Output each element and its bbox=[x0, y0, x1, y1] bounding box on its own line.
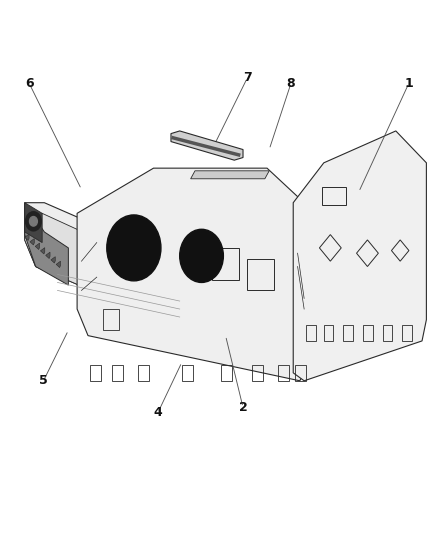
Polygon shape bbox=[171, 131, 243, 160]
Polygon shape bbox=[40, 248, 45, 254]
Text: 6: 6 bbox=[25, 77, 33, 90]
Polygon shape bbox=[191, 171, 269, 179]
Polygon shape bbox=[77, 168, 304, 381]
Polygon shape bbox=[35, 243, 39, 249]
Polygon shape bbox=[25, 234, 29, 240]
Circle shape bbox=[25, 212, 41, 231]
Text: 2: 2 bbox=[239, 401, 247, 414]
Polygon shape bbox=[56, 261, 60, 268]
Polygon shape bbox=[46, 252, 50, 259]
Text: 7: 7 bbox=[243, 71, 252, 84]
Polygon shape bbox=[293, 131, 426, 381]
Polygon shape bbox=[25, 203, 68, 285]
Circle shape bbox=[180, 229, 223, 282]
Polygon shape bbox=[30, 239, 34, 245]
Polygon shape bbox=[25, 203, 191, 330]
Circle shape bbox=[29, 216, 37, 226]
Polygon shape bbox=[25, 213, 193, 330]
Text: 8: 8 bbox=[287, 77, 295, 90]
Text: 1: 1 bbox=[405, 77, 413, 90]
Text: 5: 5 bbox=[39, 374, 48, 387]
Text: 4: 4 bbox=[153, 406, 162, 419]
Polygon shape bbox=[51, 257, 55, 263]
Circle shape bbox=[107, 215, 161, 281]
Polygon shape bbox=[25, 203, 42, 243]
